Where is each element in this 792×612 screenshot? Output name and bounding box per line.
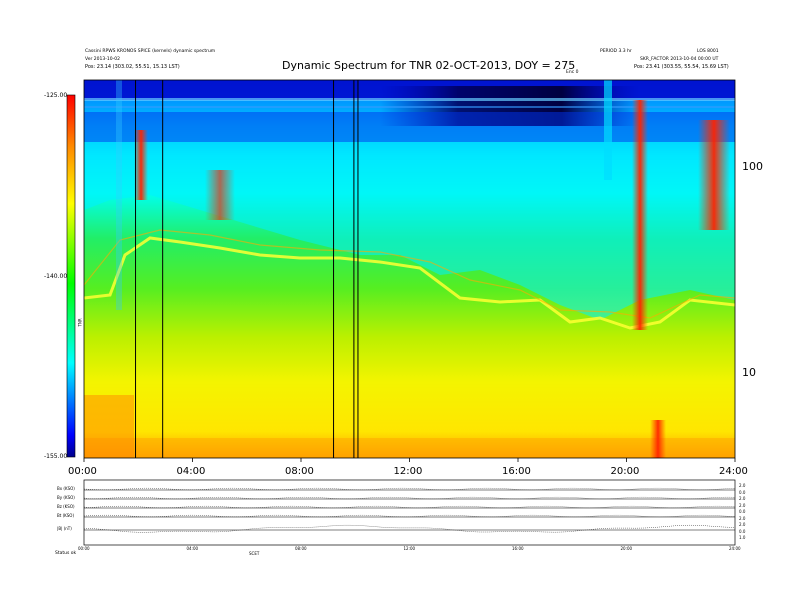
x-tick-label: 12:00 bbox=[393, 466, 423, 477]
colorbar-tick-top: -125.00 bbox=[44, 92, 68, 99]
colorbar-tick-mid: -140.00 bbox=[44, 273, 68, 280]
upper-blue-band bbox=[84, 112, 735, 142]
panel-row-label: |B| (nT) bbox=[57, 526, 72, 531]
panel-right-label: 2.0 bbox=[739, 502, 746, 508]
footer-tag: SCET bbox=[249, 551, 260, 556]
right-tick-10: 10 bbox=[742, 366, 756, 379]
event-label: Enc 0 bbox=[566, 70, 579, 75]
chart-title: Dynamic Spectrum for TNR 02-OCT-2013, DO… bbox=[282, 59, 576, 72]
red-feature-early bbox=[134, 130, 148, 200]
header-left-line1: Cassini RPWS KRONOS SPICE (kernels) dyna… bbox=[85, 49, 216, 54]
x-tick-label: 00:00 bbox=[68, 466, 97, 477]
right-tick-100: 100 bbox=[742, 160, 763, 173]
top-stripe-2 bbox=[84, 106, 735, 108]
panel-row-trace bbox=[83, 524, 736, 533]
x-tick-label: 16:00 bbox=[502, 466, 531, 477]
header-right-line1: SKR_FACTOR 2013-10-04 00:00 UT bbox=[640, 57, 719, 62]
boundary-line bbox=[84, 236, 735, 330]
panel-x-tick-label: 20:00 bbox=[620, 546, 633, 551]
vertical-markers bbox=[135, 80, 359, 458]
panel-right-label: 0.0 bbox=[739, 509, 746, 514]
bottom-warm-band bbox=[84, 438, 735, 458]
cyan-streak-2215 bbox=[604, 80, 612, 180]
lower-panel-frame bbox=[83, 479, 736, 546]
panel-row-trace bbox=[83, 514, 736, 518]
top-stripe bbox=[84, 98, 735, 101]
panel-right-label: 0.0 bbox=[739, 489, 746, 495]
panel-x-tick-label: 24:00 bbox=[729, 546, 741, 551]
panel-right-label: 2.0 bbox=[739, 496, 746, 501]
panel-right-label: 0.0 bbox=[739, 528, 746, 534]
red-feature-0420 bbox=[205, 170, 235, 220]
panel-right-label: 1.0 bbox=[739, 535, 746, 540]
red-feature-bottom bbox=[650, 420, 666, 458]
colorbar-scale bbox=[66, 94, 76, 458]
panel-x-tick-label: 00:00 bbox=[78, 546, 90, 551]
panel-right-label: 2.0 bbox=[739, 483, 746, 488]
footer-status: Status ok bbox=[55, 551, 77, 556]
header-left-line3: Pos: 23.14 (303.02, 55.51, 15.13 LST) bbox=[85, 64, 180, 70]
red-feature-2030 bbox=[632, 100, 648, 330]
panel-row-label: Bz (KSO) bbox=[57, 504, 75, 509]
panel-row-trace bbox=[83, 496, 736, 500]
header-right-line0: PERIOD 3.3 hr bbox=[600, 49, 632, 54]
panel-right-label: 2.0 bbox=[739, 515, 746, 521]
panel-row-trace bbox=[83, 505, 736, 509]
x-tick-label: 08:00 bbox=[285, 466, 314, 477]
red-feature-2330 bbox=[698, 120, 730, 230]
lower-panel-rows bbox=[83, 487, 736, 533]
x-tick-label: 24:00 bbox=[719, 466, 748, 477]
header-right-line2: Pos: 23.41 (303.55, 55.54, 15.69 LST) bbox=[634, 64, 729, 70]
bottom-left-warm bbox=[84, 395, 134, 458]
panel-row-trace bbox=[83, 487, 736, 491]
header-right-line0b: LOS 8001 bbox=[697, 49, 719, 54]
panel-right-label: 2.0 bbox=[739, 522, 746, 527]
panel-x-tick-label: 08:00 bbox=[295, 546, 307, 551]
panel-row-label: By (KSO) bbox=[57, 495, 75, 500]
colorbar-tick-bottom: -155.00 bbox=[44, 453, 68, 460]
panel-row-label: Bx (KSO) bbox=[57, 486, 75, 491]
header-left-line2: Ver 2013-10-02 bbox=[85, 57, 120, 62]
x-axis-tick-marks bbox=[83, 458, 736, 462]
cyan-streak-0130 bbox=[116, 80, 122, 310]
x-tick-label: 20:00 bbox=[610, 466, 640, 477]
panel-x-tick-label: 04:00 bbox=[186, 546, 199, 551]
x-tick-label: 04:00 bbox=[176, 466, 206, 477]
panel-x-tick-label: 12:00 bbox=[403, 546, 416, 551]
panel-x-tick-label: 16:00 bbox=[512, 546, 524, 551]
panel-row-label: Bt (KSO) bbox=[57, 513, 75, 518]
